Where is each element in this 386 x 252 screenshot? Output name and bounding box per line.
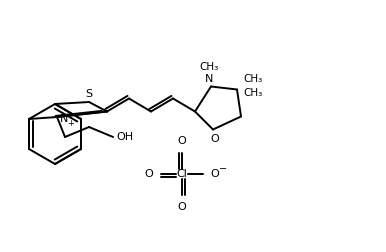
Text: O: O bbox=[211, 135, 219, 144]
Text: −: − bbox=[219, 164, 227, 174]
Text: CH₃: CH₃ bbox=[244, 88, 262, 99]
Text: +: + bbox=[68, 118, 74, 128]
Text: N: N bbox=[205, 74, 213, 83]
Text: O: O bbox=[211, 169, 219, 179]
Text: O: O bbox=[145, 169, 153, 179]
Text: Cl: Cl bbox=[176, 169, 188, 179]
Text: OH: OH bbox=[117, 132, 134, 142]
Text: CH₃: CH₃ bbox=[244, 75, 262, 84]
Text: O: O bbox=[178, 136, 186, 146]
Text: O: O bbox=[178, 202, 186, 212]
Text: CH₃: CH₃ bbox=[200, 62, 218, 73]
Text: S: S bbox=[85, 89, 93, 99]
Text: N: N bbox=[60, 114, 68, 124]
